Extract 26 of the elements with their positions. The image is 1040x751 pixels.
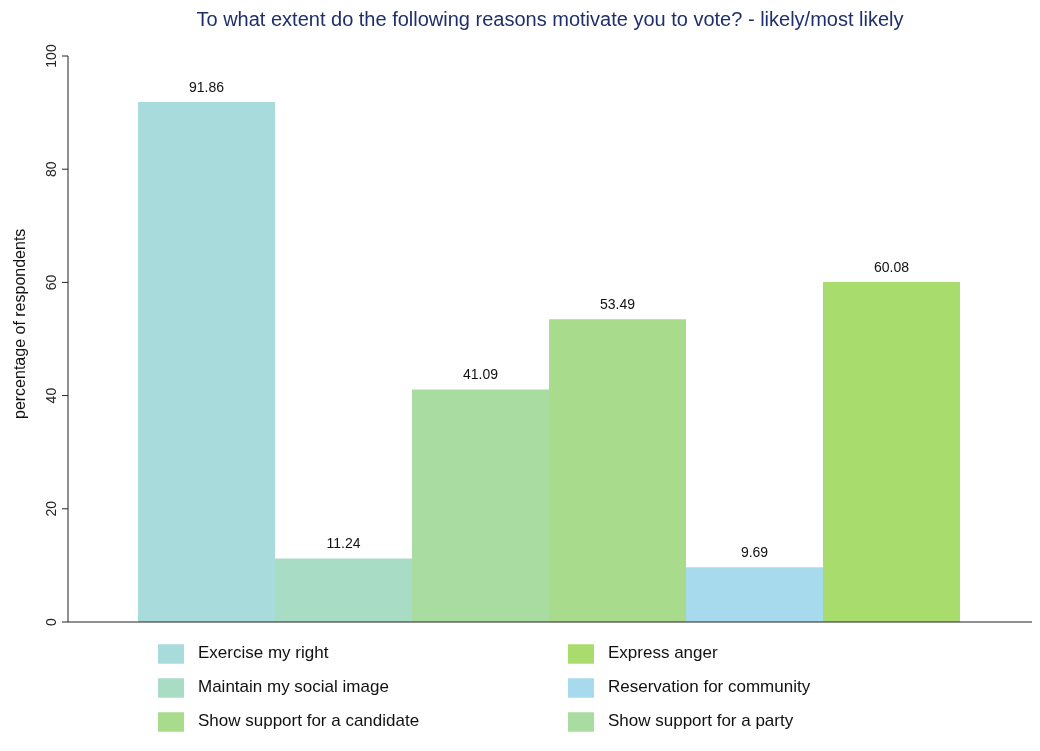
- bar: [823, 281, 960, 622]
- bar: [686, 567, 823, 622]
- bar: [275, 558, 412, 622]
- bar: [549, 319, 686, 622]
- data-label: 60.08: [873, 258, 910, 275]
- data-label: 91.86: [188, 79, 225, 96]
- legend-label: Exercise my right: [198, 642, 330, 664]
- data-label: 41.09: [462, 366, 499, 383]
- y-tick-label: 80: [43, 161, 59, 177]
- y-tick-label: 100: [43, 44, 59, 68]
- y-axis-title: percentage of respondents: [10, 228, 28, 419]
- y-tick-label: 0: [43, 617, 59, 626]
- legend-label: Express anger: [608, 642, 719, 664]
- y-tick-label: 40: [43, 387, 59, 404]
- bar: [138, 102, 275, 622]
- legend-label: Show support for a candidate: [198, 710, 421, 732]
- y-tick-label: 20: [43, 500, 59, 517]
- legend-label: Reservation for community: [608, 676, 812, 698]
- data-label: 53.49: [599, 296, 636, 313]
- legend-label: Maintain my social image: [198, 676, 390, 698]
- data-label: 9.69: [740, 544, 769, 561]
- y-tick-label: 60: [43, 274, 59, 291]
- chart-title: To what extent do the following reasons motivate you to vote? - likely/most likely: [195, 8, 905, 32]
- data-label: 11.24: [326, 535, 361, 552]
- legend-label: Show support for a party: [608, 710, 795, 732]
- bar: [412, 389, 549, 622]
